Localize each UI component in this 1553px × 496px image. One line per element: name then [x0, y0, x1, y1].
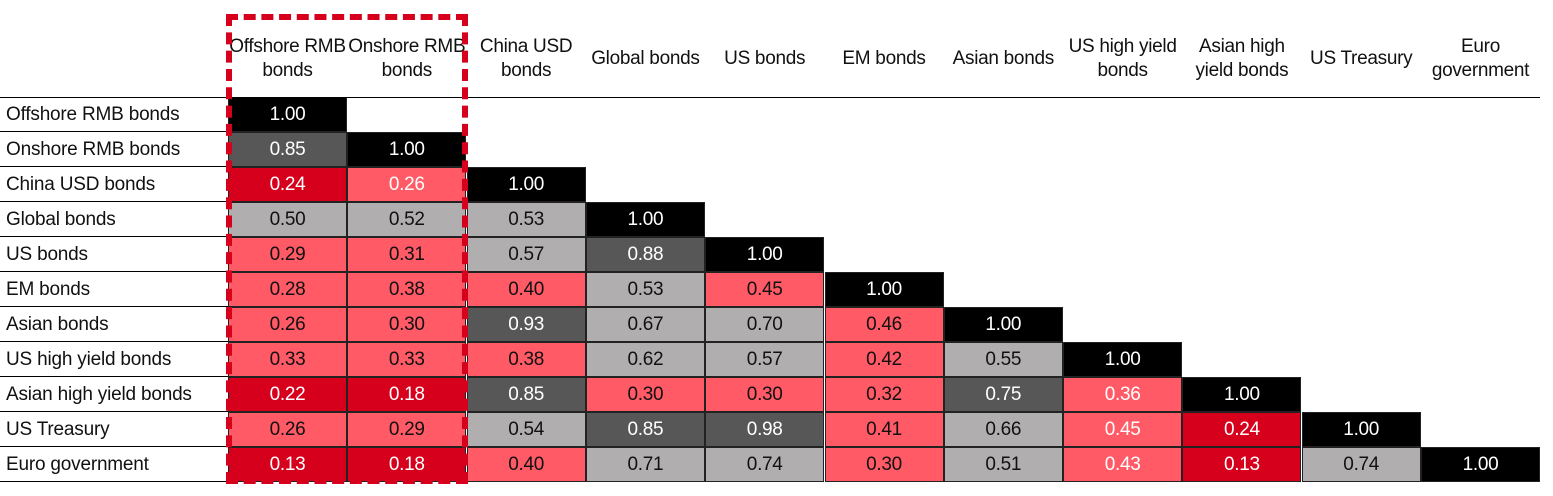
matrix-cell: 0.70 — [705, 307, 825, 342]
matrix-cell: 1.00 — [585, 202, 705, 237]
matrix-cell: 1.00 — [943, 307, 1063, 342]
header-divider — [0, 97, 1540, 98]
matrix-cell: 0.13 — [228, 447, 347, 482]
matrix-cell: 0.85 — [466, 377, 586, 412]
matrix-cell: 0.29 — [228, 237, 347, 272]
matrix-cell: 1.00 — [705, 237, 825, 272]
matrix-cell: 0.38 — [466, 342, 586, 377]
matrix-cell: 0.30 — [585, 377, 705, 412]
matrix-cell: 0.42 — [824, 342, 944, 377]
matrix-cell: 1.00 — [228, 97, 347, 132]
matrix-cell: 1.00 — [347, 132, 467, 167]
matrix-cell: 0.55 — [943, 342, 1063, 377]
matrix-cell: 0.30 — [824, 447, 944, 482]
matrix-cell: 0.30 — [347, 307, 467, 342]
matrix-cell: 0.51 — [943, 447, 1063, 482]
matrix-cell: 0.52 — [347, 202, 467, 237]
row-label: US Treasury — [0, 413, 228, 447]
column-header: Onshore RMB bonds — [348, 36, 466, 81]
matrix-cell: 0.88 — [585, 237, 705, 272]
matrix-cell: 0.41 — [824, 412, 944, 447]
matrix-cell: 0.53 — [466, 202, 586, 237]
matrix-cell: 0.28 — [228, 272, 347, 307]
matrix-cell: 0.32 — [824, 377, 944, 412]
row-label: Euro government — [0, 448, 228, 482]
row-label: US high yield bonds — [0, 343, 228, 377]
matrix-cell: 0.75 — [943, 377, 1063, 412]
matrix-cell: 0.74 — [1301, 447, 1421, 482]
row-label: EM bonds — [0, 273, 228, 307]
matrix-cell: 0.33 — [347, 342, 467, 377]
matrix-cell: 0.74 — [705, 447, 825, 482]
column-header: Global bonds — [591, 48, 700, 69]
matrix-cell: 0.45 — [705, 272, 825, 307]
column-header: US Treasury — [1310, 48, 1413, 69]
matrix-cell: 0.62 — [585, 342, 705, 377]
matrix-cell: 0.26 — [228, 307, 347, 342]
matrix-cell: 0.66 — [943, 412, 1063, 447]
column-header: Asian high yield bonds — [1195, 36, 1289, 81]
matrix-cell: 0.40 — [466, 272, 586, 307]
matrix-cell: 0.26 — [347, 167, 467, 202]
matrix-cell: 0.13 — [1182, 447, 1302, 482]
matrix-cell: 0.24 — [228, 167, 347, 202]
column-header: China USD bonds — [479, 36, 573, 81]
matrix-cell: 0.38 — [347, 272, 467, 307]
matrix-cell: 0.85 — [585, 412, 705, 447]
matrix-cell: 0.57 — [466, 237, 586, 272]
matrix-cell: 1.00 — [824, 272, 944, 307]
matrix-cell: 1.00 — [1182, 377, 1302, 412]
matrix-cell: 0.18 — [347, 377, 467, 412]
matrix-cell: 0.31 — [347, 237, 467, 272]
column-header: Offshore RMB bonds — [229, 36, 346, 81]
matrix-cell: 1.00 — [466, 167, 586, 202]
matrix-cell: 0.93 — [466, 307, 586, 342]
row-label: Onshore RMB bonds — [0, 133, 228, 167]
matrix-cell: 0.98 — [705, 412, 825, 447]
matrix-cell: 0.26 — [228, 412, 347, 447]
column-header: US high yield bonds — [1068, 36, 1177, 81]
row-label: Asian bonds — [0, 308, 228, 342]
row-label: China USD bonds — [0, 168, 228, 202]
matrix-cell: 0.33 — [228, 342, 347, 377]
column-header: EM bonds — [842, 48, 926, 69]
matrix-cell: 1.00 — [1421, 447, 1540, 482]
column-header: Euro government — [1431, 36, 1530, 81]
matrix-cell: 0.43 — [1063, 447, 1183, 482]
matrix-cell: 1.00 — [1301, 412, 1421, 447]
matrix-cell: 0.40 — [466, 447, 586, 482]
matrix-cell: 0.53 — [585, 272, 705, 307]
column-header: US bonds — [724, 48, 806, 69]
matrix-cell: 0.18 — [347, 447, 467, 482]
matrix-cell: 0.54 — [466, 412, 586, 447]
row-label: Asian high yield bonds — [0, 378, 228, 412]
matrix-cell: 0.67 — [585, 307, 705, 342]
matrix-cell: 0.30 — [705, 377, 825, 412]
matrix-cell: 0.29 — [347, 412, 467, 447]
row-label: US bonds — [0, 238, 228, 272]
matrix-cell: 1.00 — [1063, 342, 1183, 377]
column-header: Asian bonds — [952, 48, 1055, 69]
matrix-cell: 0.57 — [705, 342, 825, 377]
matrix-cell: 0.46 — [824, 307, 944, 342]
matrix-cell: 0.22 — [228, 377, 347, 412]
matrix-cell: 0.36 — [1063, 377, 1183, 412]
matrix-cell: 0.50 — [228, 202, 347, 237]
matrix-cell: 0.71 — [585, 447, 705, 482]
matrix-cell: 0.45 — [1063, 412, 1183, 447]
row-label: Global bonds — [0, 203, 228, 237]
row-label: Offshore RMB bonds — [0, 98, 228, 132]
matrix-cell: 0.85 — [228, 132, 347, 167]
matrix-cell: 0.24 — [1182, 412, 1302, 447]
